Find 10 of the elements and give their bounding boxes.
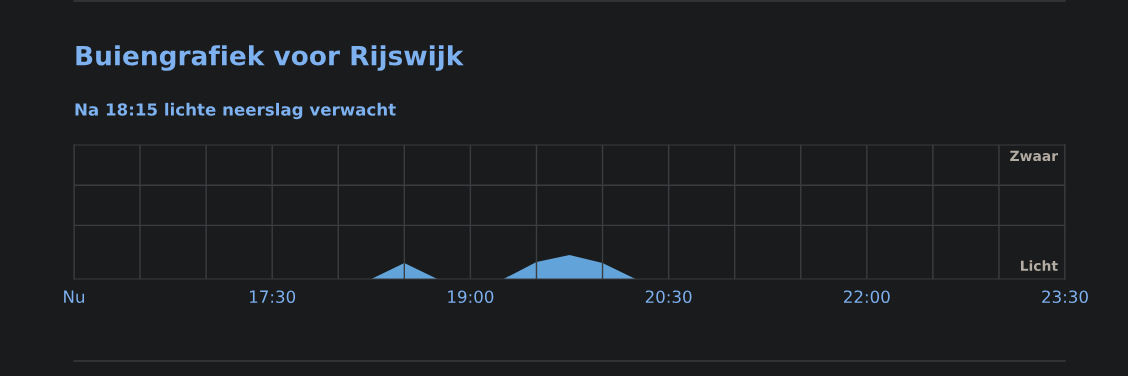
- x-tick-label: 19:00: [448, 290, 494, 304]
- x-tick-label: Nu: [64, 290, 84, 304]
- chart-subtitle: Na 18:15 lichte neerslag verwacht: [75, 102, 396, 120]
- text: Zwaar: [1010, 150, 1059, 162]
- x-tick-label: 23:30: [1042, 290, 1088, 304]
- chart-title: Buiengrafiek voor Rijswijk: [76, 45, 464, 71]
- annotation: Licht: [1020, 260, 1058, 271]
- x-tick-label: 22:00: [844, 290, 890, 304]
- x-tick-label: 20:30: [645, 290, 692, 304]
- x-tick-label: 17:30: [250, 290, 296, 304]
